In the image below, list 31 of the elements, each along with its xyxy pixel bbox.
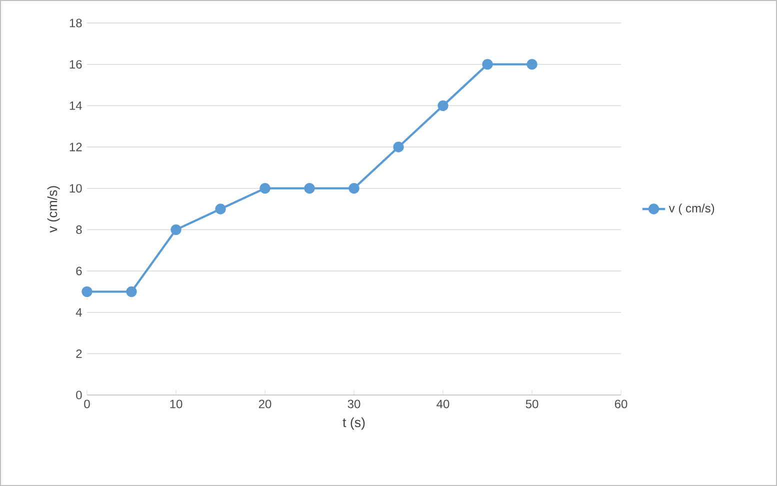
y-tick-label: 8 (76, 225, 82, 234)
x-tick-label: 20 (258, 400, 272, 408)
point (260, 182, 270, 194)
y-tick-label: 16 (70, 60, 82, 69)
x-tick-label: 0 (84, 400, 90, 408)
x-tick-label: 60 (614, 400, 628, 408)
point (82, 286, 92, 297)
x-tick-label: 30 (348, 400, 360, 408)
legend-label: v ( cm/s) (668, 204, 714, 215)
point (170, 224, 182, 236)
y-axis-title: v (cm/s) (47, 186, 60, 233)
x-axis-title: t (s) (342, 417, 365, 430)
x-tick-label: 40 (436, 400, 450, 408)
x-tick-label: 50 (526, 400, 538, 408)
point (126, 286, 137, 297)
point (438, 100, 448, 112)
y-tick-label: 6 (76, 266, 82, 276)
point (526, 59, 538, 70)
x-tick-label: 10 (170, 400, 182, 408)
y-tick-label: 14 (70, 102, 82, 110)
y-tick-label: 10 (70, 184, 82, 193)
y-tick-label: 12 (70, 142, 82, 152)
point (348, 182, 360, 194)
y-tick-label: 0 (76, 390, 82, 400)
y-tick-label: 18 (70, 18, 82, 28)
point (304, 182, 315, 194)
point (215, 204, 226, 214)
y-tick-label: 2 (76, 349, 82, 358)
point (482, 59, 493, 70)
point (393, 142, 404, 152)
y-tick-label: 4 (76, 308, 82, 316)
